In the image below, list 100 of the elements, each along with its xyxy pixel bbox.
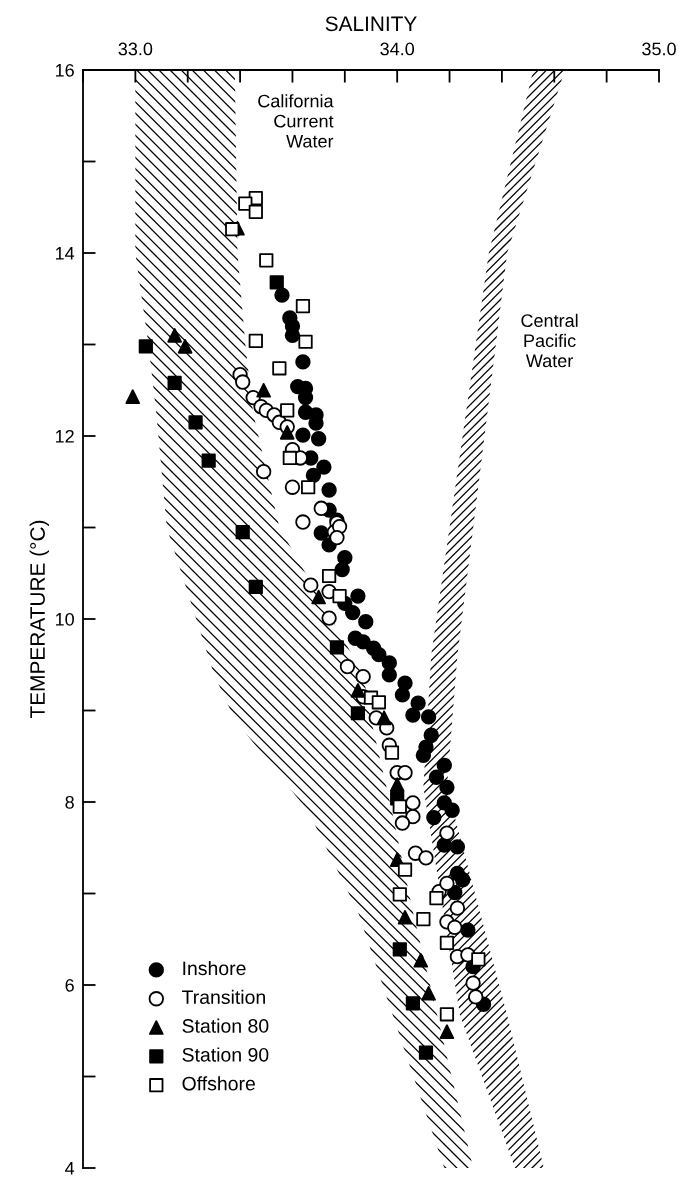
point [371, 647, 387, 663]
point [279, 425, 295, 440]
point [259, 253, 274, 268]
point [332, 589, 347, 604]
point [392, 887, 407, 902]
point [350, 706, 366, 721]
y-tick-label: 6 [65, 978, 74, 992]
point [421, 985, 436, 1001]
point [350, 588, 366, 604]
point [465, 975, 481, 991]
point [358, 614, 374, 630]
point [397, 862, 413, 877]
point [235, 524, 250, 540]
point [235, 374, 251, 390]
point [248, 579, 263, 595]
point [381, 667, 398, 683]
point [405, 795, 421, 811]
point [269, 275, 284, 290]
point [225, 222, 240, 237]
point [329, 640, 345, 655]
point [439, 935, 455, 951]
point [471, 952, 486, 967]
point [394, 687, 411, 703]
point [423, 727, 439, 743]
point [321, 568, 337, 584]
point [282, 450, 297, 466]
annotation: Central Pacific Water [521, 313, 578, 368]
y-axis-title: TEMPERATURE (°C) [29, 520, 50, 718]
point [295, 354, 311, 370]
point [167, 375, 182, 391]
y-tick-label: 10 [55, 612, 74, 626]
point [255, 464, 272, 480]
point [436, 757, 452, 774]
legend-label: Transition [182, 989, 265, 1005]
point [413, 952, 429, 968]
point [428, 769, 445, 785]
point [405, 996, 421, 1011]
point [316, 459, 332, 475]
point [376, 710, 392, 726]
y-tick-label: 16 [55, 63, 74, 77]
point [321, 610, 337, 626]
point [284, 479, 301, 495]
point [313, 500, 329, 516]
point [449, 839, 466, 855]
point [394, 815, 411, 831]
point [344, 604, 361, 621]
y-tick-label: 14 [55, 247, 75, 260]
point [460, 922, 476, 938]
legend-label: Station 80 [182, 1018, 269, 1033]
point [384, 745, 400, 760]
point [392, 799, 407, 814]
annotation: California Current Water [258, 94, 334, 148]
point [248, 333, 263, 348]
point [248, 204, 263, 219]
point [295, 298, 311, 314]
point [392, 942, 407, 957]
point [405, 808, 421, 825]
point [418, 1045, 434, 1060]
point [416, 912, 431, 927]
point [138, 339, 153, 354]
point [167, 328, 182, 343]
point [397, 765, 413, 781]
point [439, 779, 455, 796]
x-axis-title: SALINITY [325, 16, 417, 32]
point [329, 529, 345, 546]
point [313, 525, 329, 541]
point [238, 196, 253, 211]
point [439, 1024, 455, 1039]
point [310, 431, 327, 447]
point [311, 589, 326, 605]
point [298, 334, 313, 349]
point [429, 890, 444, 906]
point [280, 403, 295, 418]
point [447, 919, 463, 936]
x-tick-label: 34.0 [380, 42, 415, 56]
legend-label: Offshore [182, 1076, 255, 1091]
point [418, 850, 434, 866]
point [272, 361, 287, 376]
point [188, 415, 203, 430]
point [454, 872, 471, 888]
point [420, 709, 437, 725]
point [426, 809, 442, 826]
legend-label: Station 90 [182, 1047, 269, 1062]
y-tick-label: 8 [65, 795, 74, 809]
x-tick-label: 35.0 [642, 42, 676, 56]
point [321, 482, 337, 498]
point [303, 577, 319, 593]
point [410, 695, 426, 711]
point [350, 683, 366, 698]
point [295, 427, 311, 443]
point [439, 1007, 455, 1022]
point [201, 453, 216, 468]
x-tick-label: 33.0 [118, 42, 153, 56]
point [444, 802, 460, 818]
point [295, 514, 311, 530]
y-tick-label: 4 [65, 1162, 75, 1175]
point [305, 467, 322, 484]
y-tick-label: 12 [55, 429, 74, 443]
point [468, 989, 484, 1005]
point [439, 875, 455, 892]
